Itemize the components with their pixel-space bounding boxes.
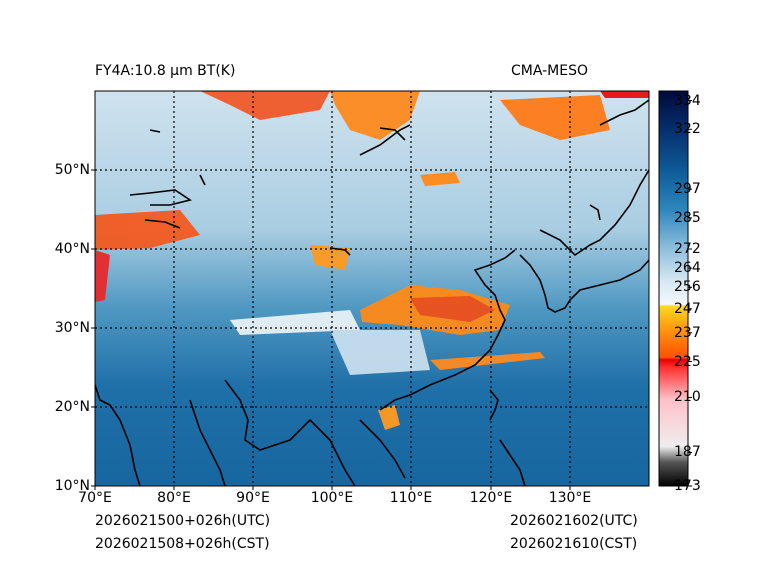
valid-time-cst: 2026021610(CST) [510, 536, 638, 552]
cloud-band-white [230, 310, 360, 335]
lon-label-70e: 70°E [78, 490, 112, 506]
lon-label-90e: 90°E [236, 490, 270, 506]
colorbar-label-322: 322 [674, 121, 701, 138]
cloud-scs [378, 405, 400, 430]
model-title: CMA-MESO [511, 63, 589, 79]
colorbar-label-297: 297 [674, 181, 701, 198]
lat-label-10n: 10°N [54, 478, 90, 494]
colorbar-label-285: 285 [674, 209, 701, 226]
lon-label-100e: 100°E [310, 490, 354, 506]
lat-label-40n: 40°N [54, 241, 90, 257]
cloud-ne-red [600, 91, 649, 98]
colorbar-ticks [688, 100, 692, 487]
cloud-west [95, 210, 200, 250]
colorbar-label-334: 334 [674, 92, 701, 109]
cloud-mongolia [420, 172, 460, 186]
colorbar-label-225: 225 [674, 353, 701, 370]
lon-label-110e: 110°E [389, 490, 433, 506]
colorbar-label-210: 210 [674, 389, 701, 406]
colorbar-label-237: 237 [674, 324, 701, 341]
cloud-patches [95, 91, 649, 430]
valid-time-utc: 2026021602(UTC) [510, 513, 638, 529]
lat-label-20n: 20°N [54, 399, 90, 415]
cloud-central [310, 245, 350, 270]
coastlines [95, 99, 649, 486]
lat-label-30n: 30°N [54, 320, 90, 336]
cloud-northeast [500, 95, 610, 140]
colorbar-label-272: 272 [674, 241, 701, 257]
colorbar-label-187: 187 [674, 444, 701, 461]
map-frame [94, 90, 650, 487]
colorbar-label-173: 173 [674, 478, 701, 494]
colorbar [658, 90, 689, 487]
lat-label-50n: 50°N [54, 162, 90, 178]
cloud-north-2 [330, 91, 420, 140]
colorbar-label-247: 247 [674, 300, 701, 317]
colorbar-label-264: 264 [674, 260, 701, 277]
cloud-south-1 [430, 352, 545, 370]
cloud-west-2 [95, 250, 110, 302]
product-title: FY4A:10.8 µm BT(K) [95, 63, 236, 79]
gridlines [95, 91, 649, 486]
cloud-east-core [410, 296, 495, 322]
lon-label-120e: 120°E [469, 490, 513, 506]
colorbar-label-256: 256 [674, 279, 701, 296]
init-time-cst: 2026021508+026h(CST) [95, 536, 270, 552]
map-background [95, 91, 649, 486]
init-time-utc: 2026021500+026h(UTC) [95, 513, 271, 529]
axis-ticks [91, 169, 571, 490]
cloud-plateau [330, 330, 430, 375]
lon-label-80e: 80°E [157, 490, 191, 506]
cloud-north [200, 91, 330, 120]
lon-label-130e: 130°E [548, 490, 592, 506]
